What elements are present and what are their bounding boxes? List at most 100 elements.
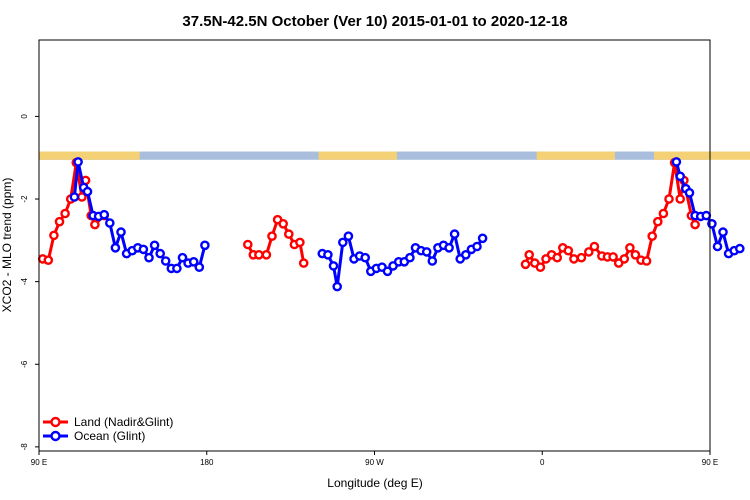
data-point [675,171,686,182]
y-tick-label: -2 [20,195,29,203]
legend-marker [50,430,61,442]
x-axis: 90 E 180 90 W 0 90 E [31,451,718,467]
y-tick-label: -6 [20,360,29,368]
map-strip [39,151,750,160]
series-layer [37,157,745,292]
data-point [535,262,546,273]
data-point [172,263,182,274]
data-point [449,229,460,239]
data-point [283,229,294,239]
data-point [701,210,712,221]
data-point [110,242,121,253]
data-point [298,258,309,268]
x-tick-label: 0 [540,458,545,467]
data-point [360,252,371,263]
data-point [278,218,289,229]
series-line [674,161,741,256]
data-point [675,194,686,204]
legend-entry: Ocean (Glint) [43,429,145,443]
data-point [49,230,59,241]
data-point [323,249,333,260]
data-point [477,233,488,244]
y-axis-label: XCO2 - MLO trend (ppm) [0,178,14,313]
y-tick-label: 0 [20,114,29,119]
land-strip-segment [318,151,397,160]
data-point [105,218,115,228]
data-point [69,192,80,202]
data-point [54,216,65,227]
land-strip-segment [536,151,615,160]
x-tick-label: 90 W [365,458,384,467]
data-point [641,256,652,266]
data-point [90,219,100,230]
x-tick-label: 90 E [31,458,47,467]
data-point [295,237,305,248]
data-point [73,157,83,167]
data-point [343,231,354,241]
data-point [563,245,574,256]
data-point [254,249,264,260]
data-point [690,219,700,230]
data-point [630,249,641,260]
legend-marker [50,416,61,428]
data-point [589,241,600,252]
data-point [99,209,109,220]
data-point [427,256,438,266]
legend-label: Ocean (Glint) [74,429,145,443]
data-point [82,186,93,197]
land-strip-segment [39,151,140,160]
data-point [200,240,210,251]
data-point [569,254,579,264]
data-point [382,266,393,277]
series-land [37,157,700,273]
data-point [60,208,70,219]
legend: Land (Nadir&Glint)Ocean (Glint) [43,415,173,443]
y-tick-label: -4 [20,278,29,286]
data-point [520,259,531,270]
data-point [267,231,277,241]
data-point [608,252,618,262]
data-point [421,247,432,257]
data-point [653,216,663,227]
data-point [261,249,272,260]
data-point [718,227,728,237]
data-point [144,252,154,263]
data-point [332,281,343,292]
y-tick-label: -8 [20,443,29,451]
data-point [619,254,630,264]
data-point [177,252,188,263]
data-point [43,255,54,266]
data-point [116,227,126,237]
data-point [584,247,594,257]
chart-title: 37.5N-42.5N October (Ver 10) 2015-01-01 … [182,13,567,30]
data-point [444,242,454,253]
data-point [707,218,717,229]
data-point [160,256,171,266]
data-point [735,243,745,254]
data-point [658,208,669,219]
data-point [242,239,253,250]
y-axis: 0 -2 -4 -6 -8 [20,114,39,451]
data-point [138,244,149,255]
legend-entry: Land (Nadir&Glint) [43,415,173,429]
data-point [155,248,165,259]
x-tick-label: 180 [200,458,214,467]
x-tick-label: 90 E [702,458,718,467]
data-point [684,187,695,198]
data-point [188,256,199,267]
data-point [149,240,160,251]
data-point [664,194,674,204]
data-point [671,157,682,167]
data-point [576,252,587,263]
data-point [460,249,471,260]
data-point [328,261,339,271]
series-ocean [69,157,745,292]
data-point [337,237,348,248]
data-point [647,231,658,241]
data-point [194,262,205,273]
data-point [472,241,482,252]
data-point [524,249,535,260]
x-axis-label: Longitude (deg E) [327,476,422,490]
land-strip-segment [654,151,750,160]
